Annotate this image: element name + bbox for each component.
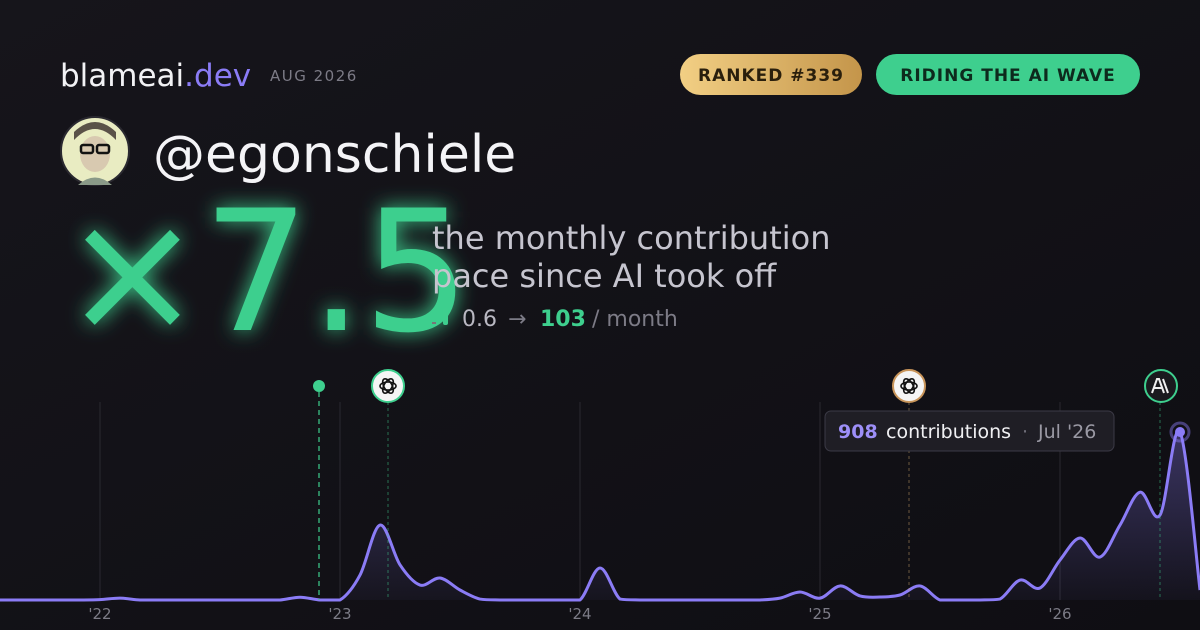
pace-to: 103 [540, 307, 586, 332]
username: @egonschiele [153, 125, 516, 185]
x-tick-label: '23 [328, 605, 351, 623]
x-tick-label: '26 [1048, 605, 1071, 623]
status-badge [876, 54, 1140, 95]
chart: '22 '23 '24 '25 '26 [0, 402, 1200, 623]
x-tick-label: '25 [808, 605, 831, 623]
avatar [60, 116, 130, 186]
tooltip-label: contributions [886, 421, 1011, 443]
tooltip-separator: · [1022, 421, 1028, 443]
brand-name: blameai [60, 58, 184, 94]
event-markers [313, 369, 1178, 600]
x-tick-label: '22 [88, 605, 111, 623]
brand: blameai.dev [60, 58, 251, 94]
rank-badge-text: RANKED #339 [698, 66, 844, 86]
highlight-point [1175, 427, 1185, 438]
pace-unit: / month [592, 307, 678, 332]
highlight-ring [1169, 421, 1191, 443]
tooltip-value: 908 [838, 421, 878, 443]
pace-from: 0.6 [462, 307, 497, 332]
tooltip: 908 contributions · Jul '26 [824, 410, 1115, 452]
period: AUG 2026 [270, 67, 358, 85]
brand-suffix: .dev [184, 58, 251, 94]
description-line: pace since AI took off [432, 257, 777, 295]
x-tick-label: '24 [568, 605, 591, 623]
pace-icon [432, 308, 448, 325]
rank-badge [680, 54, 862, 95]
description-line: the monthly contribution [432, 219, 830, 257]
line [0, 429, 1200, 602]
pace-arrow: → [508, 307, 526, 332]
multiplier: ×7.5 [62, 174, 470, 370]
tooltip-date: Jul '26 [1037, 421, 1096, 443]
status-badge-text: RIDING THE AI WAVE [900, 66, 1115, 86]
tooltip-box [824, 410, 1115, 452]
area [0, 430, 1200, 600]
